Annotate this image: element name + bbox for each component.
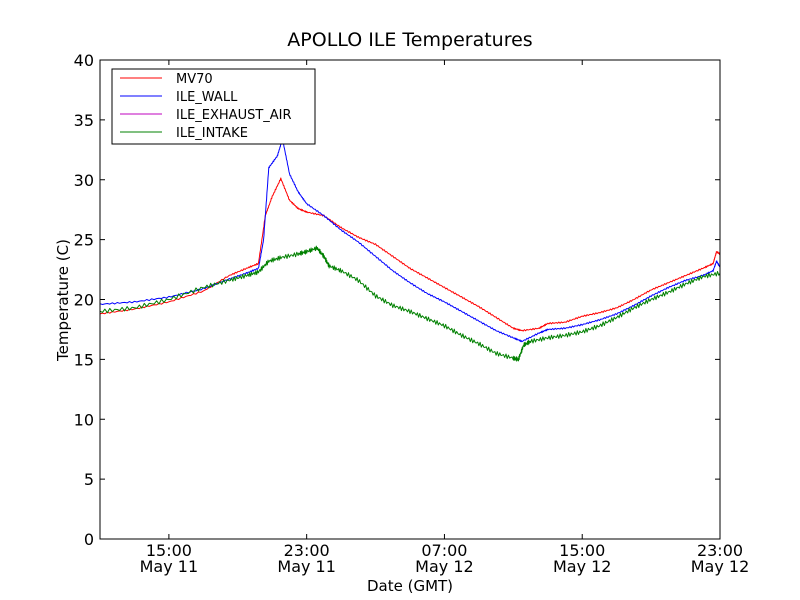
x-tick-label-time: 23:00 bbox=[284, 541, 330, 560]
legend-label: ILE_EXHAUST_AIR bbox=[176, 108, 292, 123]
plot-lines bbox=[99, 137, 721, 362]
x-tick-label-date: May 11 bbox=[277, 557, 336, 576]
legend-label: ILE_WALL bbox=[176, 90, 238, 105]
x-tick-label-time: 23:00 bbox=[697, 541, 743, 560]
y-tick-label: 5 bbox=[84, 470, 94, 489]
x-tick-label-time: 07:00 bbox=[421, 541, 467, 560]
x-tick-label-date: May 12 bbox=[691, 557, 750, 576]
y-axis-ticks: 0 5 10 15 20 25 30 35 40 bbox=[74, 51, 720, 549]
x-tick-label-time: 15:00 bbox=[146, 541, 192, 560]
x-tick-label-date: May 12 bbox=[553, 557, 612, 576]
legend-label: ILE_INTAKE bbox=[176, 126, 248, 141]
y-tick-label: 0 bbox=[84, 530, 94, 549]
y-axis-label: Temperature (C) bbox=[54, 239, 72, 362]
y-tick-label: 40 bbox=[74, 51, 94, 70]
y-tick-label: 25 bbox=[74, 231, 94, 250]
x-tick-label-date: May 12 bbox=[415, 557, 474, 576]
y-tick-label: 35 bbox=[74, 111, 94, 130]
x-tick-label-date: May 11 bbox=[140, 557, 199, 576]
legend: MV70 ILE_WALL ILE_EXHAUST_AIR ILE_INTAKE bbox=[111, 68, 316, 145]
x-tick-label-time: 15:00 bbox=[559, 541, 605, 560]
y-tick-label: 15 bbox=[74, 350, 94, 369]
y-tick-label: 20 bbox=[74, 291, 94, 310]
x-axis-label: Date (GMT) bbox=[367, 577, 453, 595]
series-line-ile-wall bbox=[99, 137, 721, 343]
legend-label: MV70 bbox=[176, 72, 213, 87]
y-tick-label: 30 bbox=[74, 171, 94, 190]
y-tick-label: 10 bbox=[74, 410, 94, 429]
series-line-ile-intake bbox=[99, 245, 721, 362]
series-line-mv70 bbox=[99, 177, 721, 332]
chart-title: APOLLO ILE Temperatures bbox=[287, 29, 532, 51]
